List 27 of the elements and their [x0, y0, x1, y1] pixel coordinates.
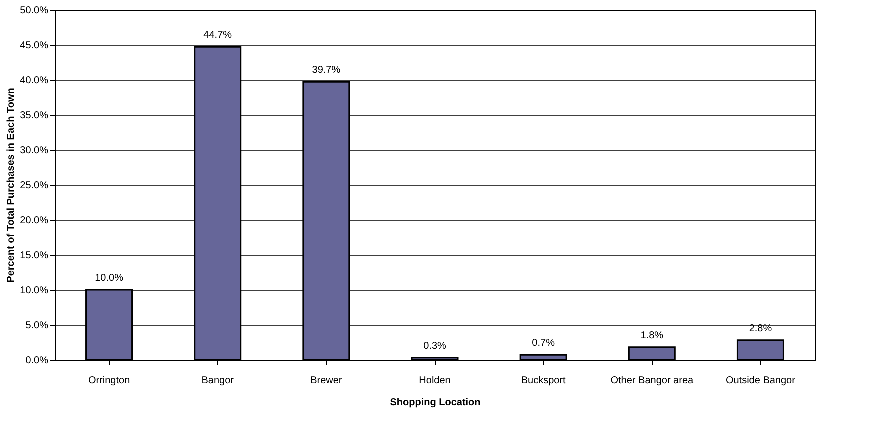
data-label: 0.3% — [424, 340, 447, 352]
y-tick-label: 35.0% — [20, 110, 49, 122]
data-label: 39.7% — [312, 65, 341, 76]
y-tick-label: 0.0% — [26, 356, 49, 366]
y-tick-label: 25.0% — [20, 180, 49, 192]
y-tick-label: 10.0% — [20, 286, 49, 296]
y-tick-label: 45.0% — [20, 40, 49, 52]
y-tick-label: 50.0% — [20, 6, 49, 16]
y-tick-label: 40.0% — [20, 76, 49, 86]
x-tick-label: Bucksport — [521, 376, 566, 386]
y-tick-label: 15.0% — [20, 250, 49, 262]
x-tick-label: Bangor — [202, 376, 235, 386]
x-axis-title: Shopping Location — [390, 398, 481, 408]
x-tick-label: Orrington — [88, 376, 130, 386]
data-label: 44.7% — [204, 30, 232, 42]
x-tick-label: Holden — [419, 376, 451, 386]
x-tick-label: Outside Bangor — [726, 376, 796, 386]
data-label: 10.0% — [95, 273, 124, 284]
data-label: 1.8% — [640, 330, 664, 342]
y-tick-label: 20.0% — [20, 216, 49, 226]
y-axis-title: Percent of Total Purchases in Each Town — [6, 88, 18, 283]
x-tick-label: Brewer — [310, 376, 343, 386]
data-label: 0.7% — [532, 338, 556, 350]
y-tick-label: 5.0% — [26, 320, 49, 332]
x-tick-label: Other Bangor area — [610, 376, 694, 386]
data-label: 2.8% — [749, 323, 772, 334]
y-tick-label: 30.0% — [20, 146, 49, 156]
